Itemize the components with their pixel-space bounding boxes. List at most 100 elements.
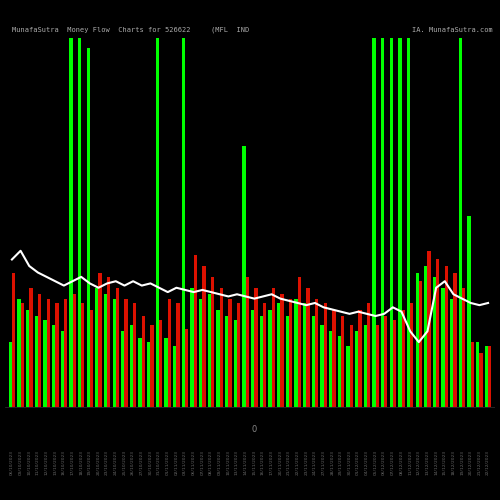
Bar bbox=[69, 38, 72, 408]
Bar bbox=[199, 298, 202, 408]
Bar bbox=[338, 336, 341, 407]
Bar bbox=[29, 288, 32, 408]
Bar bbox=[320, 324, 324, 407]
Bar bbox=[52, 324, 55, 407]
Bar bbox=[476, 342, 480, 407]
Bar bbox=[445, 266, 448, 408]
Bar bbox=[358, 310, 362, 408]
Bar bbox=[450, 298, 454, 408]
Bar bbox=[376, 324, 379, 407]
Bar bbox=[18, 298, 20, 408]
Bar bbox=[410, 303, 414, 408]
Bar bbox=[20, 303, 24, 408]
Bar bbox=[228, 298, 232, 408]
Bar bbox=[381, 38, 384, 408]
Bar bbox=[254, 288, 258, 408]
Bar bbox=[393, 320, 396, 408]
Bar bbox=[44, 320, 46, 408]
Bar bbox=[298, 277, 301, 407]
Bar bbox=[436, 260, 440, 408]
Bar bbox=[246, 277, 249, 407]
Bar bbox=[46, 298, 50, 408]
Bar bbox=[38, 294, 41, 408]
Bar bbox=[133, 303, 136, 408]
Bar bbox=[124, 298, 128, 408]
Bar bbox=[194, 255, 197, 408]
Bar bbox=[164, 338, 168, 407]
Bar bbox=[86, 48, 90, 408]
Bar bbox=[433, 277, 436, 407]
Bar bbox=[350, 324, 353, 407]
Bar bbox=[78, 38, 81, 408]
Bar bbox=[173, 346, 176, 408]
Bar bbox=[202, 266, 205, 408]
Bar bbox=[263, 303, 266, 408]
Bar bbox=[98, 272, 102, 407]
Bar bbox=[225, 316, 228, 408]
Bar bbox=[346, 346, 350, 408]
Bar bbox=[372, 38, 376, 408]
Bar bbox=[176, 303, 180, 408]
Bar bbox=[402, 310, 405, 408]
Bar bbox=[182, 38, 185, 408]
Bar bbox=[329, 331, 332, 407]
Bar bbox=[8, 342, 12, 407]
Bar bbox=[454, 272, 456, 407]
Text: IA. MunafaSutra.com: IA. MunafaSutra.com bbox=[412, 26, 492, 32]
Bar bbox=[488, 346, 492, 408]
Bar bbox=[306, 288, 310, 408]
Bar bbox=[384, 316, 388, 408]
Bar bbox=[26, 310, 29, 408]
Bar bbox=[208, 294, 211, 408]
Bar bbox=[216, 310, 220, 408]
Bar bbox=[428, 251, 431, 408]
Bar bbox=[156, 38, 159, 408]
Bar bbox=[280, 294, 283, 408]
Bar bbox=[60, 331, 64, 407]
Text: MunafaSutra  Money Flow  Charts for 526622: MunafaSutra Money Flow Charts for 526622 bbox=[12, 26, 190, 32]
Bar bbox=[168, 298, 171, 408]
Bar bbox=[90, 310, 93, 408]
Bar bbox=[130, 324, 133, 407]
Bar bbox=[150, 324, 154, 407]
Bar bbox=[315, 298, 318, 408]
Bar bbox=[277, 303, 280, 408]
Bar bbox=[147, 342, 150, 407]
Bar bbox=[303, 303, 306, 408]
Bar bbox=[81, 303, 84, 408]
Bar bbox=[480, 353, 482, 408]
Bar bbox=[12, 272, 15, 407]
Bar bbox=[462, 288, 466, 408]
Bar bbox=[251, 310, 254, 408]
Bar bbox=[242, 146, 246, 408]
Bar bbox=[485, 346, 488, 408]
Bar bbox=[289, 298, 292, 408]
Bar bbox=[112, 298, 116, 408]
Bar bbox=[142, 316, 145, 408]
Bar bbox=[237, 303, 240, 408]
Bar bbox=[459, 38, 462, 408]
Bar bbox=[211, 277, 214, 407]
Bar bbox=[121, 331, 124, 407]
Bar bbox=[471, 342, 474, 407]
Bar bbox=[390, 38, 393, 408]
Bar bbox=[324, 303, 327, 408]
Text: (MFL  IND: (MFL IND bbox=[211, 26, 249, 33]
Bar bbox=[407, 38, 410, 408]
Bar bbox=[367, 303, 370, 408]
Bar bbox=[416, 272, 419, 407]
Bar bbox=[341, 316, 344, 408]
Bar bbox=[34, 316, 38, 408]
Bar bbox=[116, 288, 119, 408]
Bar bbox=[424, 266, 428, 408]
Bar bbox=[442, 288, 445, 408]
Bar bbox=[468, 216, 471, 408]
Bar bbox=[95, 288, 98, 408]
Bar bbox=[104, 294, 107, 408]
Bar bbox=[364, 324, 367, 407]
Bar bbox=[260, 316, 263, 408]
Bar bbox=[159, 320, 162, 408]
Bar bbox=[234, 320, 237, 408]
Bar bbox=[312, 316, 315, 408]
Text: 0: 0 bbox=[252, 425, 257, 434]
